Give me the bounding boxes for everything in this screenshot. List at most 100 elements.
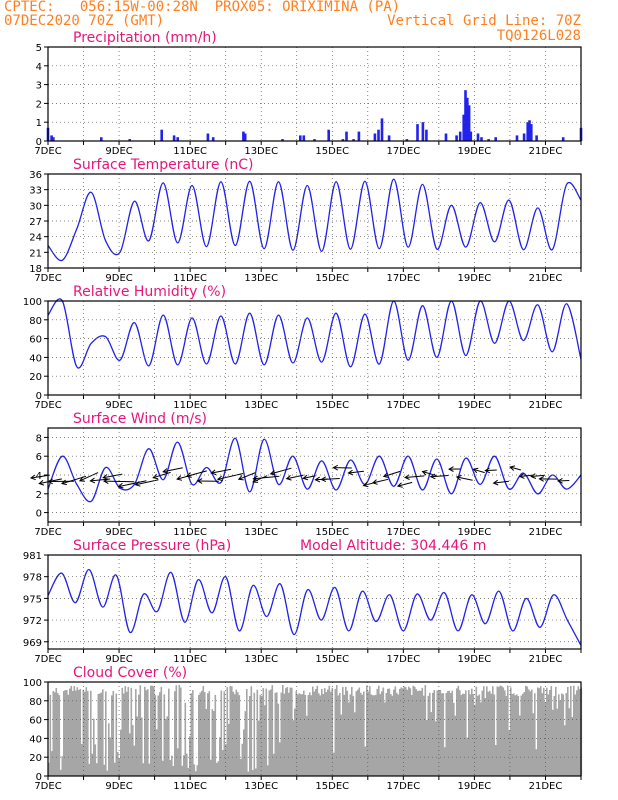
wind-arrow-head [421, 470, 428, 476]
cloud-bar [412, 685, 415, 776]
cloud-bar [538, 688, 541, 776]
x-tick-label: 13DEC [244, 400, 278, 411]
wind-arrow-head [530, 473, 536, 479]
cloud-bar [451, 690, 454, 776]
panel-title-0: Precipitation (mm/h) [73, 30, 217, 46]
wind-arrow [186, 470, 207, 477]
cloud-bar [135, 689, 137, 776]
cloud-bar [285, 688, 287, 776]
cloud-bar [187, 767, 190, 776]
x-tick-label: 17DEC [386, 654, 420, 665]
cloud-bar [48, 762, 50, 776]
cloud-bar [424, 685, 427, 776]
cloud-bar [213, 711, 215, 776]
cloud-bar [232, 691, 235, 776]
cloud-bar [63, 691, 65, 776]
cloud-bar [552, 709, 554, 776]
cloud-bar [97, 694, 100, 776]
cloud-bar [142, 763, 145, 776]
cloud-bar [360, 692, 362, 776]
wind-arrow-head [396, 482, 403, 488]
cloud-bar [288, 692, 290, 776]
cloud-bar [547, 694, 550, 776]
cloud-bar [441, 693, 443, 776]
y-tick-label: 972 [23, 616, 42, 627]
cloud-bar [141, 717, 143, 776]
cloud-bar [55, 688, 58, 776]
cloud-bar [543, 687, 545, 776]
cloud-bar [556, 708, 559, 776]
wind-arrow-head [404, 474, 410, 480]
cloud-bar [66, 690, 68, 776]
cloud-bar [57, 693, 59, 776]
precip-bar [469, 131, 473, 141]
cloud-bar [544, 702, 547, 776]
x-tick-label: 15DEC [315, 400, 349, 411]
cloud-bar [201, 690, 203, 776]
cloud-bar [103, 764, 106, 776]
wind-arrow [430, 475, 449, 478]
cloud-bar [391, 695, 394, 776]
cloud-bar [123, 693, 125, 776]
x-tick-label: 19DEC [458, 146, 492, 157]
cloud-bar [444, 747, 446, 776]
cloud-bar [460, 695, 463, 776]
cloud-bar [240, 758, 242, 776]
cloud-bar [511, 694, 514, 776]
precip-bar [467, 105, 471, 141]
cloud-bar [562, 694, 565, 776]
cloud-bar [522, 693, 524, 776]
wind-arrow-head [371, 479, 378, 485]
x-tick-label: 9DEC [105, 527, 132, 538]
cloud-bar [462, 693, 464, 776]
cloud-bar [429, 692, 431, 776]
wind-arrow-head [302, 474, 309, 481]
y-tick-label: 40 [29, 353, 42, 364]
cloud-bar [342, 687, 344, 776]
wind-arrow [79, 472, 99, 482]
cloud-bar [492, 686, 494, 776]
cloud-bar [186, 753, 188, 776]
cloud-bar [456, 688, 458, 776]
cloud-bar [483, 686, 485, 776]
wind-arrow [519, 474, 534, 477]
cloud-bar [423, 695, 425, 776]
cloud-bar [61, 756, 64, 776]
cloud-bar [442, 693, 445, 776]
cloud-bar [357, 689, 359, 776]
y-tick-label: 24 [29, 233, 42, 244]
y-tick-label: 60 [29, 716, 42, 727]
panel-title-3: Surface Wind (m/s) [73, 411, 207, 427]
wind-arrow [473, 468, 485, 474]
cloud-bar [358, 687, 361, 776]
cloud-bar [565, 693, 568, 776]
cloud-bar [156, 729, 158, 776]
cloud-bar [526, 686, 529, 776]
wind-arrow-head [557, 477, 563, 484]
cloud-bar [294, 708, 296, 776]
cloud-bar [370, 694, 373, 776]
cloud-bar [255, 768, 257, 776]
y-tick-label: 0 [36, 509, 42, 520]
y-tick-label: 27 [29, 217, 42, 228]
cloud-bar [493, 694, 496, 776]
cloud-bar [184, 702, 187, 776]
y-tick-label: 21 [29, 248, 42, 259]
cloud-bar [466, 737, 469, 776]
precip-bar [206, 133, 210, 141]
cloud-bar [228, 723, 230, 776]
panel-title-2: Relative Humidity (%) [73, 284, 226, 300]
wind-arrow [118, 480, 147, 488]
x-tick-label: 19DEC [458, 781, 492, 792]
cloud-bar [363, 691, 365, 776]
wind-arrow [485, 469, 497, 472]
wind-arrow-head [162, 468, 169, 474]
cloud-bar [157, 695, 160, 776]
panel-frame [47, 46, 582, 142]
x-tick-label: 13DEC [244, 146, 278, 157]
cloud-bar [67, 694, 70, 776]
cloud-bar [415, 689, 418, 776]
cloud-bar [105, 691, 107, 776]
cloud-bar [291, 687, 293, 776]
precip-bar [464, 90, 467, 141]
